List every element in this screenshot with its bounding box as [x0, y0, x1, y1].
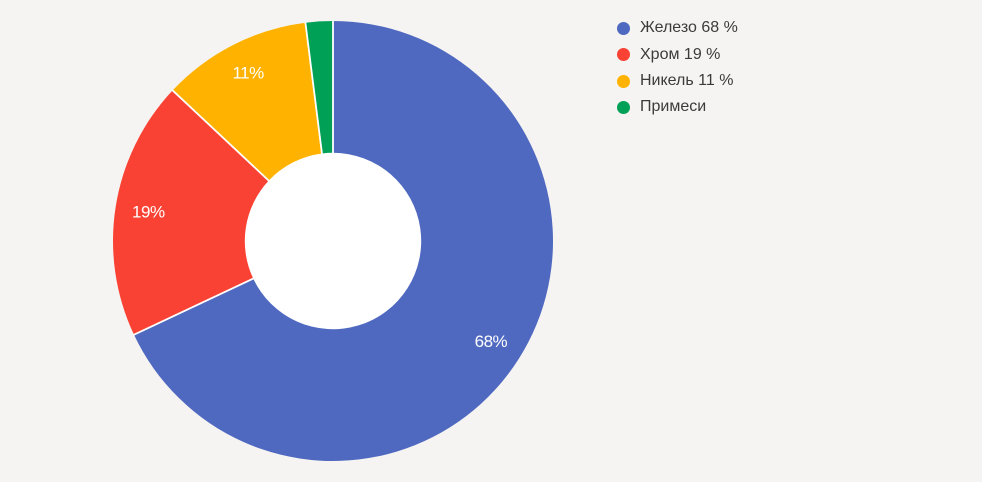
svg-text:11%: 11% [232, 64, 264, 83]
svg-text:19%: 19% [132, 203, 165, 222]
svg-text:68%: 68% [475, 332, 508, 351]
